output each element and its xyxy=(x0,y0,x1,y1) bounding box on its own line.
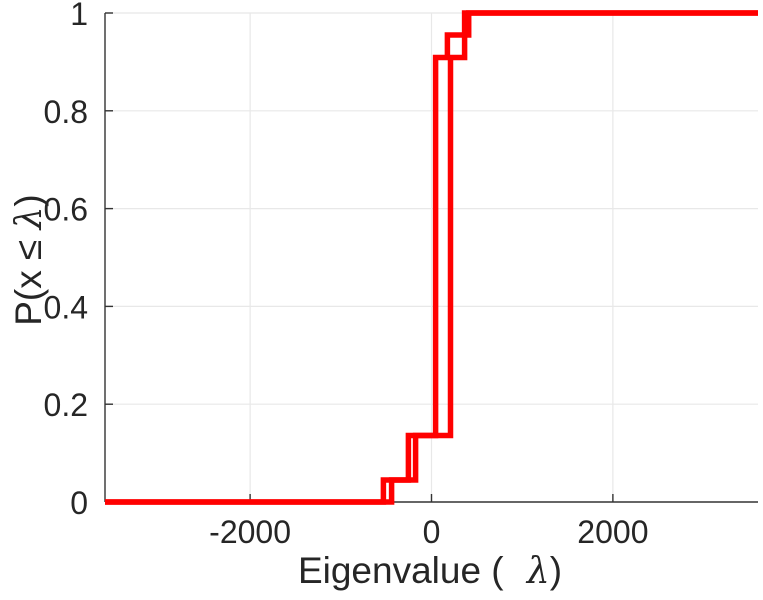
y-tick-label: 0.6 xyxy=(44,192,88,228)
x-tick-label: 2000 xyxy=(577,514,648,550)
gridlines xyxy=(105,12,758,502)
ecdf-stairs-1 xyxy=(105,10,758,505)
x-axis-label: Eigenvalue ( λ) xyxy=(0,550,763,592)
y-axis-label-text: P(x ≤ xyxy=(8,229,49,326)
ecdf-stairs-2 xyxy=(105,10,758,505)
lambda-symbol-x: λ xyxy=(526,551,550,592)
y-tick-label: 0.2 xyxy=(44,387,88,423)
x-tick-label: 0 xyxy=(423,514,441,550)
y-tick-label: 0 xyxy=(70,485,88,521)
y-tick-label: 0.4 xyxy=(44,289,88,325)
x-tick-label: -2000 xyxy=(209,514,291,550)
x-axis-label-suffix: ) xyxy=(549,550,563,591)
y-tick-label: 0.8 xyxy=(44,94,88,130)
y-tick-label: 1 xyxy=(70,0,88,32)
y-axis-label-suffix: ) xyxy=(8,194,49,207)
lambda-symbol-y: λ xyxy=(9,206,50,230)
x-axis-label-text: Eigenvalue ( xyxy=(297,550,514,591)
y-axis-label: P(x ≤ λ) xyxy=(8,60,50,460)
